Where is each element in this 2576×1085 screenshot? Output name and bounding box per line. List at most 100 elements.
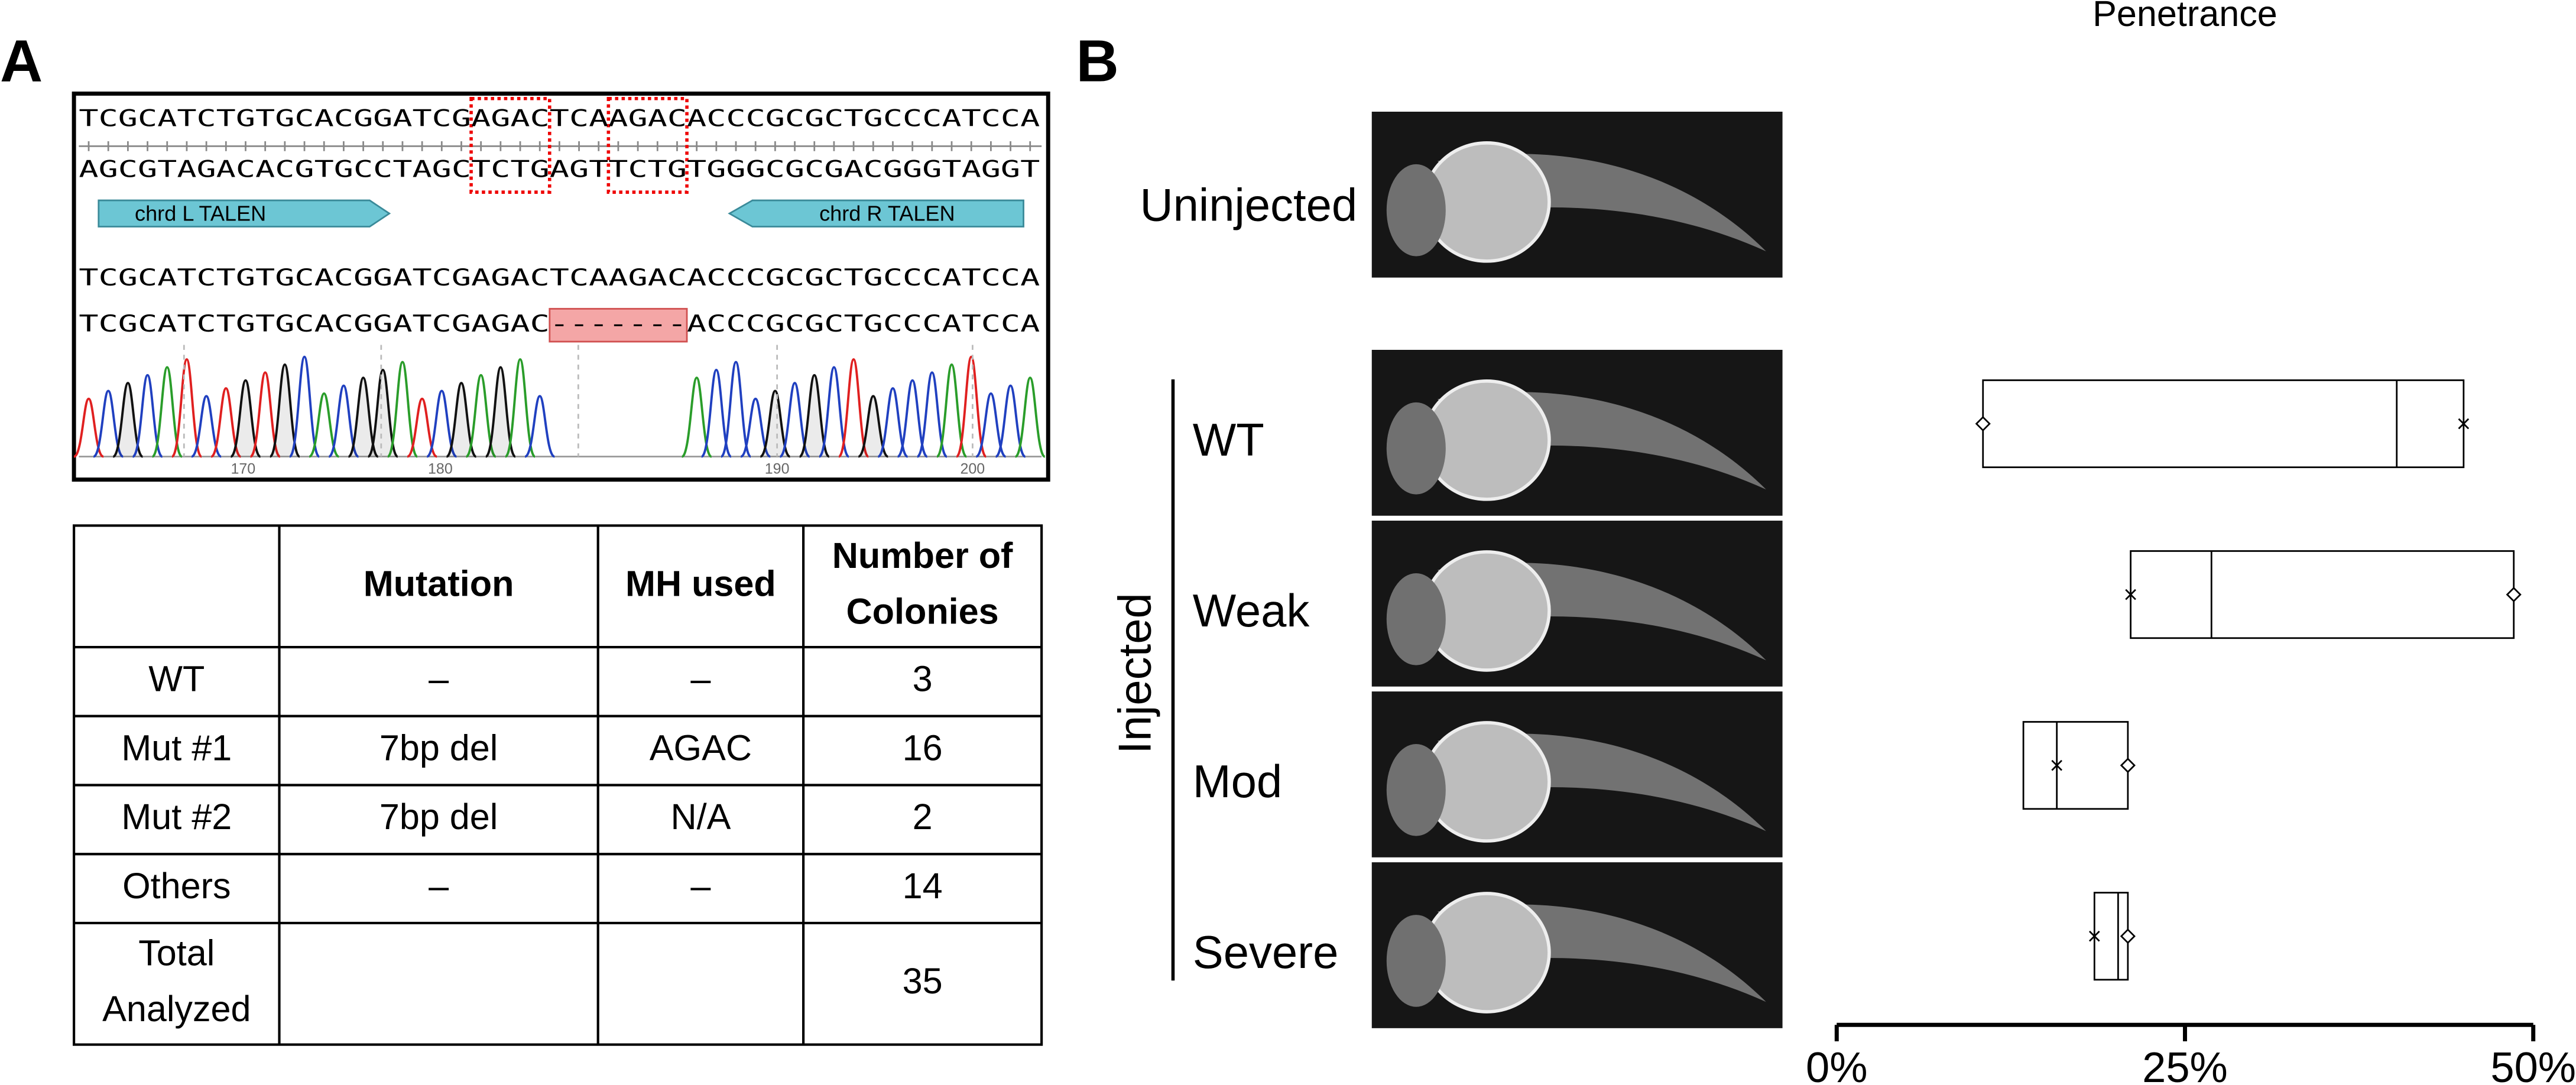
trace-peak bbox=[681, 376, 712, 458]
table-cell: Number of Colonies bbox=[832, 535, 1013, 631]
trace-peak bbox=[504, 358, 536, 458]
diamond-marker bbox=[2120, 928, 2136, 944]
embryo-head bbox=[1386, 915, 1446, 1007]
x-marker bbox=[2051, 759, 2062, 771]
trace-peak bbox=[112, 382, 144, 458]
trace-peak bbox=[328, 384, 359, 458]
trace-peak bbox=[955, 355, 988, 458]
table-cell: AGAC bbox=[650, 727, 752, 768]
trace-peak bbox=[936, 363, 968, 458]
diamond-marker bbox=[1975, 415, 1991, 432]
table-cell: 14 bbox=[903, 866, 943, 906]
trace-peak bbox=[740, 397, 771, 458]
trace-peak bbox=[524, 395, 556, 458]
trace-peak bbox=[171, 358, 203, 458]
table-cell: 7bp del bbox=[379, 727, 498, 768]
trace-peak bbox=[249, 371, 281, 458]
trace-peak bbox=[309, 392, 340, 458]
ruler-label: 180 bbox=[428, 460, 453, 477]
trace-peak bbox=[838, 358, 870, 458]
x-tick-label: 0% bbox=[1806, 1044, 1867, 1085]
trace-peak bbox=[877, 387, 909, 458]
ruler-label: 200 bbox=[961, 460, 985, 477]
trace-peak bbox=[151, 366, 183, 458]
x-marker bbox=[2458, 418, 2470, 430]
table-cell: 16 bbox=[903, 727, 943, 768]
trace-peak bbox=[1014, 376, 1046, 458]
trace-peak bbox=[720, 360, 752, 458]
table-cell: 2 bbox=[913, 797, 933, 837]
table-cell: Total Analyzed bbox=[102, 933, 251, 1029]
table-cell: Mutation bbox=[364, 563, 514, 603]
trace-peak bbox=[131, 373, 164, 458]
table-cell: 35 bbox=[903, 961, 943, 1001]
table-cell: MH used bbox=[625, 563, 776, 603]
table-cell: – bbox=[429, 659, 449, 699]
trace-peak bbox=[426, 389, 458, 458]
trace-peak bbox=[818, 366, 850, 458]
chart-title: Penetrance bbox=[2092, 0, 2277, 34]
sequence: AGCGTAGACACGTGCCTAGCTCTGAGTTCTGTGGGCGCGA… bbox=[79, 157, 1040, 183]
trace-peak bbox=[387, 360, 418, 458]
ruler-label: 170 bbox=[231, 460, 256, 477]
mh-box bbox=[469, 96, 551, 194]
sequence-box bbox=[72, 91, 1050, 482]
category-label: Mod bbox=[1193, 756, 1282, 807]
x-tick-label: 25% bbox=[2142, 1044, 2228, 1085]
table-cell: Mut #2 bbox=[121, 797, 232, 837]
table-cell: Others bbox=[122, 866, 231, 906]
embryo-head bbox=[1386, 744, 1446, 836]
trace-peak bbox=[760, 389, 791, 458]
table-cell: – bbox=[690, 866, 710, 906]
panel-label: A bbox=[0, 28, 43, 95]
trace-peak bbox=[348, 376, 379, 458]
table-cell: 3 bbox=[913, 659, 933, 699]
trace-peak bbox=[700, 368, 732, 458]
sequence: TCGCATCTGTGCACGGATCGAGACTCAAGACACCCGCGCT… bbox=[79, 105, 1040, 132]
panel-label: B bbox=[1076, 28, 1118, 95]
trace-peak bbox=[465, 373, 497, 458]
category-label: Severe bbox=[1193, 927, 1339, 978]
embryo-head bbox=[1386, 573, 1446, 665]
category-label: Weak bbox=[1193, 586, 1310, 636]
talen-arrow bbox=[728, 199, 1024, 228]
trace-peak bbox=[995, 384, 1026, 458]
trace-peak bbox=[73, 397, 105, 458]
x-tick-label: 50% bbox=[2490, 1044, 2576, 1085]
table-cell: – bbox=[690, 659, 710, 699]
trace-peak bbox=[484, 366, 517, 458]
trace-peak bbox=[798, 373, 830, 458]
x-marker bbox=[2125, 589, 2136, 600]
trace-peak bbox=[916, 371, 948, 458]
ruler-label: 190 bbox=[765, 460, 790, 477]
embryo-head bbox=[1386, 164, 1446, 256]
table-cell: WT bbox=[148, 659, 205, 699]
table-cell: Mut #1 bbox=[121, 727, 232, 768]
group-label: Uninjected bbox=[1140, 180, 1357, 231]
table-cell: – bbox=[429, 866, 449, 906]
embryo-head bbox=[1386, 402, 1446, 495]
trace-peak bbox=[230, 379, 261, 458]
trace-peak bbox=[210, 387, 242, 458]
trace-peak bbox=[446, 382, 477, 458]
trace-peak bbox=[779, 382, 810, 458]
deletion-box bbox=[549, 308, 688, 343]
x-marker bbox=[2088, 930, 2100, 942]
trace-peak bbox=[975, 392, 1007, 458]
trace-peak bbox=[288, 355, 320, 458]
table-cell: N/A bbox=[670, 797, 731, 837]
table-cell: 7bp del bbox=[379, 797, 498, 837]
trace-peak bbox=[93, 389, 124, 458]
talen-arrow bbox=[98, 199, 391, 228]
trace-peak bbox=[407, 397, 438, 458]
mh-box bbox=[606, 96, 689, 194]
box bbox=[2022, 721, 2129, 810]
trace-peak bbox=[897, 379, 928, 458]
talen-label: chrd R TALEN bbox=[819, 202, 955, 226]
diamond-marker bbox=[2120, 758, 2136, 774]
sequence: TCGCATCTGTGCACGGATCGAGACTCAAGACACCCGCGCT… bbox=[79, 265, 1040, 291]
box bbox=[1982, 379, 2465, 469]
trace-peak bbox=[191, 395, 222, 458]
sequence: TCGCATCTGTGCACGGATCGAGAC-------ACCCGCGCT… bbox=[79, 311, 1040, 337]
